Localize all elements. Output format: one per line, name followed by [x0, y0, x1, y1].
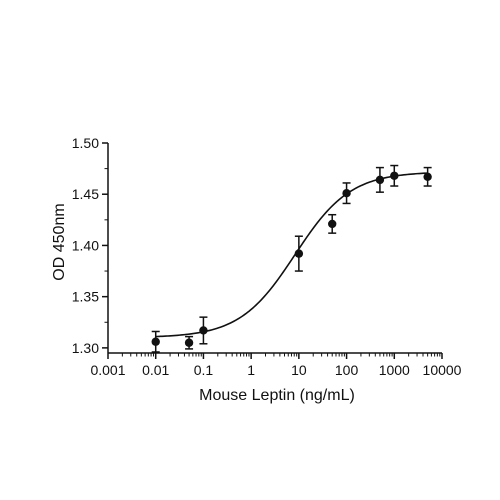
data-point — [151, 337, 160, 346]
x-tick-label: 100 — [335, 362, 359, 378]
data-point — [328, 219, 337, 229]
plot-area — [151, 164, 432, 353]
x-tick-label: 0.1 — [194, 362, 214, 378]
x-tick-label: 10000 — [423, 362, 462, 378]
y-tick-label: 1.45 — [72, 186, 99, 202]
y-tick-label: 1.35 — [72, 289, 99, 305]
y-axis-title: OD 450nm — [51, 203, 68, 280]
y-tick-label: 1.40 — [72, 237, 99, 253]
y-axis: 1.30 1.35 1.40 1.45 1.50 — [72, 135, 109, 356]
data-point — [199, 326, 208, 335]
y-tick-label: 1.50 — [72, 135, 99, 151]
data-point — [342, 188, 351, 198]
x-tick-label: 1000 — [379, 362, 410, 378]
x-tick-label: 0.01 — [142, 362, 169, 378]
fit-curve — [155, 172, 428, 338]
x-axis-title: Mouse Leptin (ng/mL) — [199, 387, 355, 404]
x-tick-label: 1 — [247, 362, 255, 378]
x-tick-label: 10 — [291, 362, 307, 378]
data-point — [184, 338, 194, 347]
x-tick-label: 0.001 — [90, 362, 125, 378]
y-tick-label: 1.30 — [72, 340, 99, 356]
x-axis: 0.001 0.01 0.1 1 10 100 1000 10000 — [90, 352, 462, 378]
data-point — [294, 249, 304, 258]
data-point — [375, 175, 385, 185]
data-point — [423, 172, 432, 182]
data-point — [390, 171, 399, 180]
